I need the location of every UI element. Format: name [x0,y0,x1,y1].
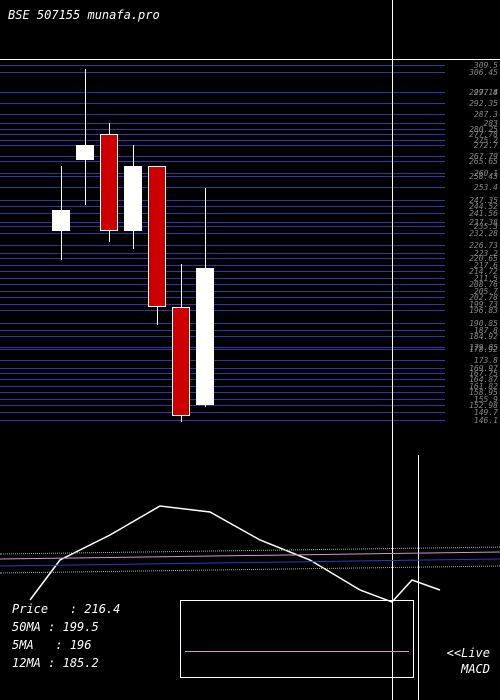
live-prefix: << [447,646,461,660]
ma50-key: 50MA [12,620,41,634]
price-val: : 216.4 [70,602,121,616]
ma5-val: : 196 [55,638,91,652]
live-text: Live [461,646,490,660]
macd-midline [185,651,409,652]
ma50-val: : 199.5 [48,620,99,634]
live-label: <<Live [447,646,490,660]
price-key: Price [12,602,48,616]
macd-box [180,600,414,678]
macd-label: MACD [461,662,490,676]
indicator-line [0,0,500,700]
ma12-val: : 185.2 [48,656,99,670]
ma5-key: 5MA [12,638,34,652]
info-panel: Price : 216.4 50MA : 199.5 5MA : 196 12M… [12,600,120,672]
ma12-key: 12MA [12,656,41,670]
